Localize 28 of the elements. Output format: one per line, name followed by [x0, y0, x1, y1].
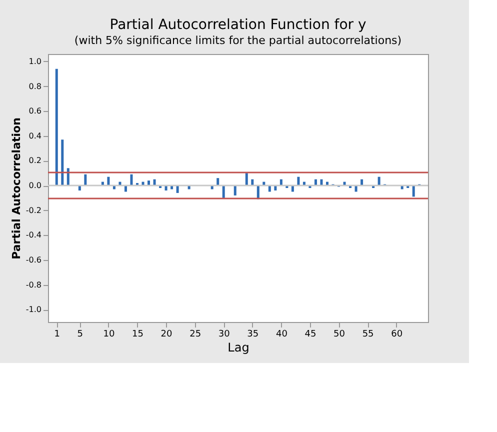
- y-tick-label: 0.6: [28, 106, 42, 116]
- x-tick-label: 55: [362, 330, 374, 340]
- y-axis-title: Partial Autocorrelation: [10, 118, 23, 260]
- y-tick-label: -0.6: [26, 255, 42, 264]
- x-axis-title: Lag: [228, 340, 250, 354]
- x-tick-label: 15: [132, 330, 144, 340]
- x-tick-label: 50: [334, 330, 346, 340]
- x-tick-label: 25: [190, 330, 202, 340]
- y-tick-label: 0.4: [28, 131, 42, 140]
- chart-subtitle: (with 5% significance limits for the partial autocorrelations): [74, 34, 402, 47]
- y-tick-label: 1.0: [28, 56, 42, 66]
- x-tick-label: 45: [304, 330, 316, 340]
- x-tick-label: 1: [54, 330, 60, 340]
- x-tick-label: 35: [247, 330, 259, 340]
- chart-title: Partial Autocorrelation Function for y: [110, 17, 366, 33]
- x-tick-label: 40: [276, 330, 288, 340]
- y-tick-label: -1.0: [26, 305, 42, 314]
- x-tick-label: 60: [391, 330, 403, 340]
- x-tick-label: 5: [77, 330, 84, 340]
- y-tick-label: 0.8: [28, 82, 42, 91]
- x-tick-label: 10: [103, 330, 115, 340]
- y-tick-label: -0.8: [26, 280, 42, 290]
- y-tick-label: 0.0: [28, 181, 42, 190]
- y-tick-label: -0.2: [26, 206, 42, 215]
- y-tick-label: -0.4: [26, 230, 42, 240]
- x-tick-label: 20: [160, 330, 173, 340]
- x-tick-label: 30: [218, 330, 230, 340]
- y-tick-label: 0.2: [28, 156, 42, 166]
